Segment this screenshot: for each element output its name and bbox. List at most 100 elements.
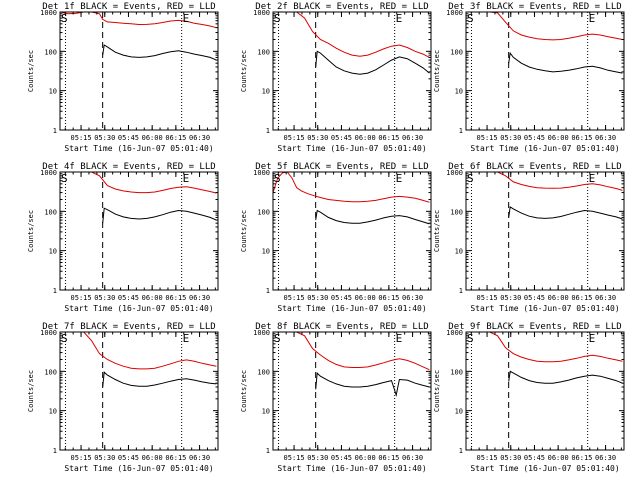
lld-series-line — [60, 172, 217, 194]
y-tick-label: 1000 — [446, 9, 463, 17]
y-axis-label: Counts/sec — [433, 370, 441, 412]
end-marker: E — [183, 332, 190, 345]
x-tick-label: 05:30 — [500, 134, 521, 142]
y-tick-label: 100 — [450, 48, 463, 56]
x-tick-label: 05:15 — [71, 134, 92, 142]
panel-8: Det 8f BLACK = Events, RED = LLD 1 10 100 10… — [240, 322, 432, 473]
y-axis-label: Counts/sec — [240, 370, 248, 412]
y-tick-label: 10 — [455, 408, 463, 416]
x-tick-label: 06:00 — [142, 454, 163, 462]
y-tick-label: 1000 — [253, 329, 270, 337]
end-marker: E — [183, 12, 190, 25]
panel-title: Det 1f BLACK = Events, RED = LLD — [42, 2, 215, 12]
events-series-line — [315, 209, 430, 225]
end-marker: E — [396, 172, 403, 185]
x-tick-label: 06:30 — [402, 294, 423, 302]
end-marker: E — [589, 172, 596, 185]
x-axis-label: Start Time (16-Jun-07 05:01:40) — [64, 304, 213, 313]
x-tick-label: 06:00 — [142, 294, 163, 302]
x-tick-label: 05:45 — [331, 454, 352, 462]
x-axis-label: Start Time (16-Jun-07 05:01:40) — [470, 304, 619, 313]
lld-series-line — [466, 12, 623, 41]
x-tick-label: 06:30 — [189, 454, 210, 462]
x-tick-label: 05:30 — [307, 294, 328, 302]
panel-title: Det 4f BLACK = Events, RED = LLD — [42, 162, 215, 172]
x-tick-label: 05:15 — [477, 134, 498, 142]
y-tick-label: 10 — [49, 408, 57, 416]
x-tick-label: 06:00 — [142, 134, 163, 142]
plot-frame — [465, 171, 625, 291]
y-tick-label: 1 — [266, 447, 270, 455]
panel-1: Det 1f BLACK = Events, RED = LLD 1 10 100 10… — [27, 2, 219, 153]
start-marker: S — [61, 332, 68, 345]
events-series-line — [102, 44, 217, 61]
x-tick-label: 05:45 — [524, 294, 545, 302]
x-tick-label: 05:15 — [284, 134, 305, 142]
y-tick-label: 1000 — [253, 169, 270, 177]
x-tick-label: 05:15 — [71, 454, 92, 462]
y-tick-label: 1000 — [446, 329, 463, 337]
y-tick-label: 1000 — [253, 9, 270, 17]
x-axis-label: Start Time (16-Jun-07 05:01:40) — [277, 304, 426, 313]
x-tick-label: 06:15 — [571, 454, 592, 462]
start-marker: S — [61, 12, 68, 25]
end-marker: E — [396, 332, 403, 345]
events-series-line — [315, 50, 430, 75]
x-tick-label: 05:15 — [477, 454, 498, 462]
start-marker: S — [467, 172, 474, 185]
x-tick-label: 05:45 — [118, 134, 139, 142]
panel-4: Det 4f BLACK = Events, RED = LLD 1 10 100 10… — [27, 162, 219, 313]
y-axis-label: Counts/sec — [433, 50, 441, 92]
panel-5: Det 5f BLACK = Events, RED = LLD 1 10 100 10… — [240, 162, 432, 313]
events-series-line — [508, 370, 623, 384]
x-tick-label: 06:30 — [402, 134, 423, 142]
plot-frame — [465, 331, 625, 451]
x-tick-label: 06:15 — [378, 294, 399, 302]
panel-title: Det 7f BLACK = Events, RED = LLD — [42, 322, 215, 332]
end-marker: E — [589, 332, 596, 345]
y-tick-label: 10 — [49, 88, 57, 96]
y-axis-label: Counts/sec — [27, 210, 35, 252]
x-tick-label: 06:30 — [402, 454, 423, 462]
y-tick-label: 10 — [49, 248, 57, 256]
lld-series-line — [466, 332, 623, 363]
panel-title: Det 5f BLACK = Events, RED = LLD — [255, 162, 428, 172]
x-axis-label: Start Time (16-Jun-07 05:01:40) — [470, 144, 619, 153]
x-tick-label: 05:15 — [284, 454, 305, 462]
start-marker: S — [467, 12, 474, 25]
plot-frame — [59, 11, 219, 131]
x-axis-label: Start Time (16-Jun-07 05:01:40) — [470, 464, 619, 473]
y-tick-label: 1000 — [446, 169, 463, 177]
x-tick-label: 06:30 — [595, 294, 616, 302]
x-tick-label: 06:00 — [355, 454, 376, 462]
start-marker: S — [274, 12, 281, 25]
y-tick-label: 100 — [450, 368, 463, 376]
y-tick-label: 1 — [53, 127, 57, 135]
x-axis-label: Start Time (16-Jun-07 05:01:40) — [64, 144, 213, 153]
end-marker: E — [589, 12, 596, 25]
start-marker: S — [467, 332, 474, 345]
x-tick-label: 05:30 — [94, 294, 115, 302]
y-tick-label: 10 — [262, 88, 270, 96]
plot-frame — [272, 171, 432, 291]
events-series-line — [508, 51, 623, 74]
x-tick-label: 06:15 — [165, 294, 186, 302]
plot-frame — [272, 331, 432, 451]
start-marker: S — [61, 172, 68, 185]
x-tick-label: 06:30 — [595, 454, 616, 462]
plot-frame — [272, 11, 432, 131]
panel-3: Det 3f BLACK = Events, RED = LLD 1 10 100 10… — [433, 2, 625, 153]
x-tick-label: 06:15 — [571, 134, 592, 142]
y-axis-label: Counts/sec — [27, 370, 35, 412]
x-tick-label: 05:30 — [94, 134, 115, 142]
x-tick-label: 06:15 — [378, 134, 399, 142]
x-tick-label: 05:15 — [71, 294, 92, 302]
y-axis-label: Counts/sec — [240, 50, 248, 92]
x-tick-label: 05:45 — [118, 294, 139, 302]
x-tick-label: 05:45 — [331, 134, 352, 142]
x-tick-label: 05:30 — [500, 294, 521, 302]
panel-title: Det 9f BLACK = Events, RED = LLD — [448, 322, 621, 332]
start-marker: S — [274, 172, 281, 185]
x-tick-label: 05:15 — [477, 294, 498, 302]
